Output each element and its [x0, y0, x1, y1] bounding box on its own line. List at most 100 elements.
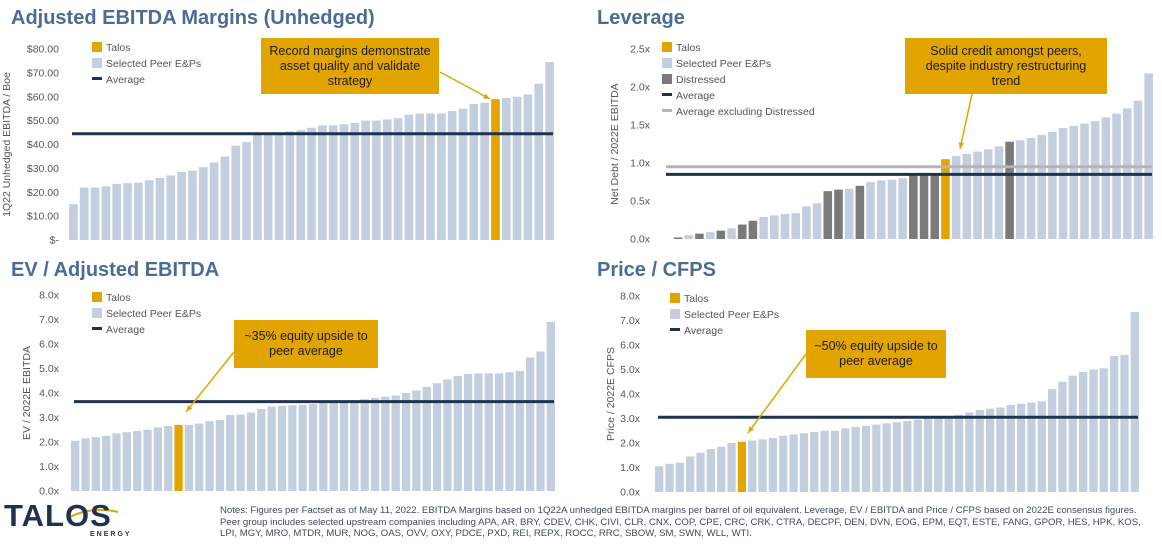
peer-bar — [205, 421, 214, 491]
peer-bar — [220, 156, 230, 240]
legend-label: Selected Peer E&Ps — [684, 309, 779, 321]
peer-bar — [91, 437, 100, 491]
peer-bar — [453, 375, 462, 491]
peer-bar — [727, 228, 736, 239]
peer-bar — [962, 153, 972, 239]
peer-bar — [996, 407, 1005, 492]
peer-bar — [133, 430, 142, 491]
peer-bar — [665, 463, 674, 492]
peer-bar — [1080, 123, 1089, 239]
peer-bar — [802, 206, 811, 239]
peer-bar — [188, 170, 197, 240]
peer-bar — [143, 429, 152, 491]
peer-bar — [1037, 134, 1046, 239]
y-tick-label: $30.00 — [27, 163, 59, 175]
distressed-bar — [1005, 141, 1014, 239]
peer-bar — [1130, 311, 1139, 492]
distressed-bar — [855, 185, 865, 239]
callout-arrow-line — [959, 93, 973, 150]
y-axis-label: EV / 2022E EBITDA — [21, 346, 33, 440]
peer-bar — [512, 96, 522, 240]
distressed-bar — [716, 230, 726, 239]
peer-bar — [1016, 403, 1026, 492]
peer-bar — [882, 423, 891, 492]
peer-bar — [298, 404, 307, 491]
distressed-bar — [930, 174, 940, 239]
peer-bar — [876, 180, 886, 239]
y-tick-label: 0.0x — [39, 486, 60, 498]
peer-bar — [546, 321, 555, 491]
y-tick-label: $10.00 — [27, 211, 59, 223]
peer-bar — [267, 406, 276, 491]
peer-bar — [391, 395, 400, 491]
peer-bar — [443, 379, 452, 491]
title-leverage: Leverage — [597, 7, 685, 29]
logo-swoosh-icon — [69, 508, 119, 518]
legend-label: Distressed — [676, 74, 726, 86]
y-tick-label: 5.0x — [620, 364, 641, 376]
peer-bar — [705, 232, 715, 239]
peer-bar — [226, 415, 235, 491]
title-ebitda-margins: Adjusted EBITDA Margins (Unhedged) — [11, 7, 375, 29]
legend-swatch — [662, 58, 672, 68]
legend-line-swatch — [92, 77, 102, 80]
peer-bar — [404, 114, 414, 240]
peer-bar — [437, 113, 446, 240]
peer-bar — [954, 414, 964, 492]
peer-bar — [791, 213, 800, 239]
y-tick-label: 6.0x — [39, 339, 60, 351]
peer-bar — [655, 466, 664, 492]
peer-bar — [1101, 117, 1111, 239]
peer-bar — [799, 433, 809, 492]
distressed-bar — [823, 191, 833, 239]
y-tick-label: 8.0x — [620, 291, 641, 303]
peer-bar — [274, 133, 284, 240]
peer-bar — [872, 424, 881, 492]
distressed-bar — [909, 175, 918, 239]
y-axis-label: Net Debt / 2022E EBITDA — [609, 83, 621, 204]
y-tick-label: 2.0x — [620, 438, 641, 450]
legend-swatch — [670, 293, 680, 303]
legend-label: Selected Peer E&Ps — [106, 308, 201, 320]
peer-bar — [426, 113, 435, 240]
peer-bar — [246, 412, 256, 491]
peer-bar — [820, 430, 829, 492]
legend-swatch — [92, 292, 102, 302]
callout-arrow-head — [186, 405, 193, 412]
peer-bar — [236, 414, 245, 491]
legend-label: Average excluding Distressed — [676, 106, 815, 118]
peer-bar — [1058, 381, 1067, 492]
peer-bar — [965, 412, 974, 492]
peer-bar — [1027, 402, 1036, 492]
peer-bar — [412, 390, 421, 491]
peer-bar — [526, 357, 535, 491]
y-tick-label: $60.00 — [27, 91, 59, 103]
peer-bar — [913, 419, 922, 492]
peer-bar — [1069, 125, 1079, 239]
peer-bar — [748, 440, 757, 492]
peer-bar — [975, 409, 984, 492]
legend-line-swatch — [92, 327, 102, 330]
peer-bar — [1006, 405, 1015, 492]
peer-bar — [166, 175, 176, 240]
peer-bar — [382, 119, 392, 240]
y-tick-label: 2.0x — [39, 437, 60, 449]
peer-bar — [727, 443, 736, 492]
legend-label: Selected Peer E&Ps — [676, 58, 771, 70]
y-tick-label: 4.0x — [620, 389, 641, 401]
peer-bar — [370, 397, 380, 491]
peer-bar — [686, 456, 695, 492]
y-tick-label: 7.0x — [620, 315, 641, 327]
peer-bar — [253, 134, 262, 240]
peer-bar — [934, 417, 943, 492]
peer-bar — [717, 446, 726, 492]
peer-bar — [684, 235, 694, 239]
peer-bar — [887, 179, 897, 239]
peer-bar — [866, 182, 875, 239]
distressed-bar — [695, 233, 704, 239]
callout-arrow-head — [748, 426, 755, 433]
peer-bar — [898, 178, 907, 239]
peer-bar — [903, 420, 912, 492]
peer-bar — [545, 62, 554, 240]
peer-bar — [523, 94, 533, 240]
